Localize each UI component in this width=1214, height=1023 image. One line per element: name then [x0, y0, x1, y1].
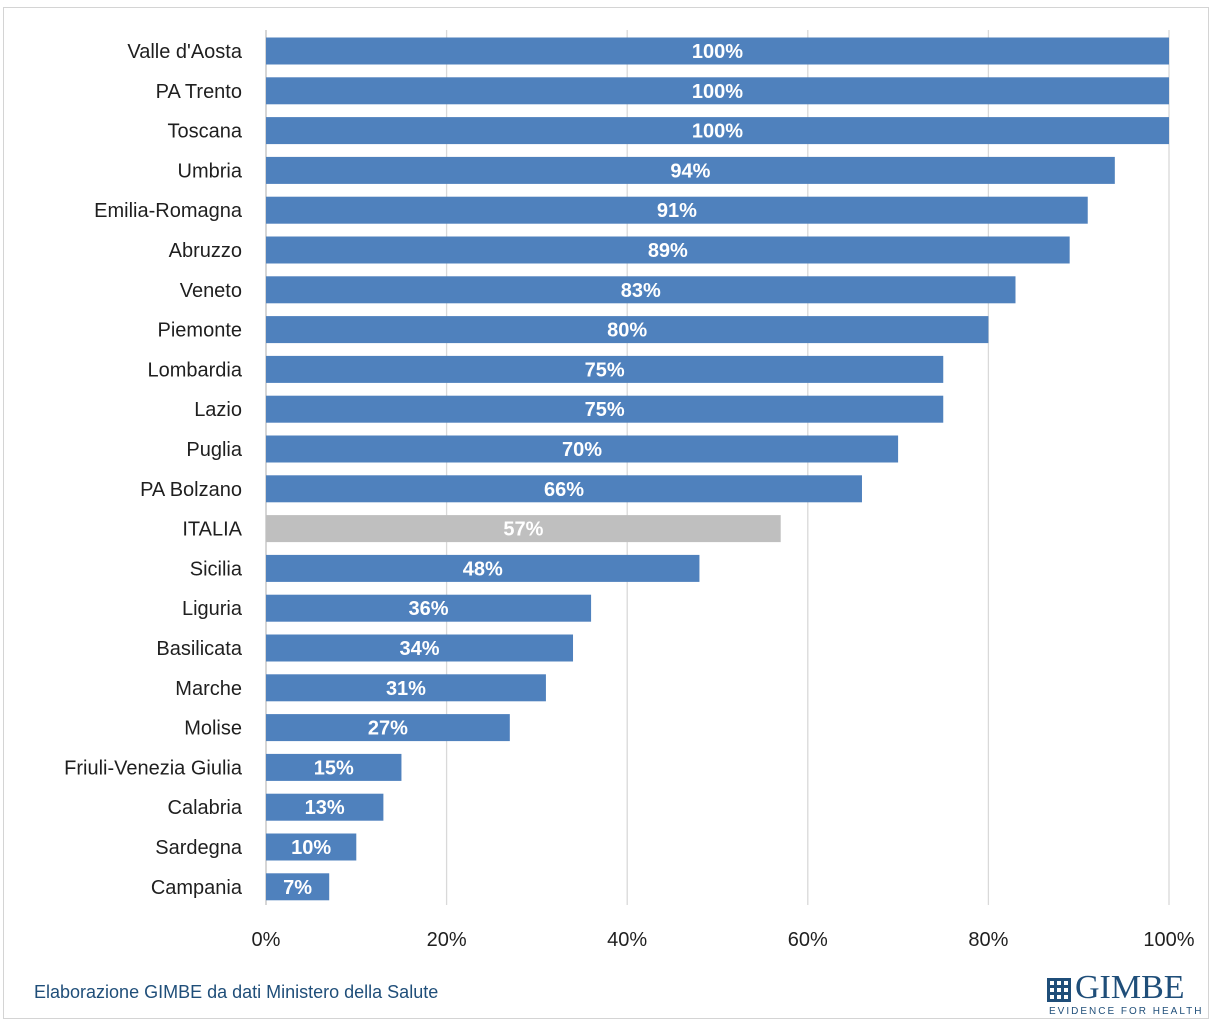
category-label: Umbria [178, 160, 243, 182]
category-label: Lombardia [147, 359, 242, 381]
bar-data-label: 57% [503, 519, 543, 541]
category-label: Marche [175, 678, 242, 700]
bar [266, 594, 592, 622]
category-label: Liguria [182, 598, 243, 620]
x-tick-label: 60% [788, 929, 828, 951]
bar [266, 753, 402, 781]
category-label: Puglia [186, 439, 242, 461]
bar [266, 793, 384, 821]
bar [266, 435, 899, 463]
grid-logo-icon [1047, 978, 1071, 1002]
category-label: Toscana [168, 121, 243, 143]
bar-data-label: 80% [607, 320, 647, 342]
x-tick-label: 100% [1143, 929, 1194, 951]
bar [266, 714, 510, 742]
bar-data-label: 94% [670, 160, 710, 182]
category-label: Piemonte [158, 320, 243, 342]
bar-data-label: 89% [648, 240, 688, 262]
bar-data-label: 91% [657, 200, 697, 222]
category-label: Abruzzo [169, 240, 242, 262]
category-label: Lazio [194, 399, 242, 421]
logo-wordmark: GIMBE [1075, 969, 1185, 1006]
category-label: Campania [151, 877, 243, 899]
bar-data-label: 48% [463, 558, 503, 580]
category-label: Sardegna [155, 837, 243, 859]
category-label: Basilicata [156, 638, 242, 660]
bar [266, 355, 944, 383]
source-note: Elaborazione GIMBE da dati Ministero del… [34, 982, 439, 1002]
category-label: Friuli-Venezia Giulia [64, 757, 243, 779]
bar [266, 117, 1169, 145]
bar [266, 196, 1088, 224]
category-label: Valle d'Aosta [127, 41, 243, 63]
category-label: PA Bolzano [140, 479, 242, 501]
bar-data-label: 75% [585, 399, 625, 421]
bar [266, 833, 357, 861]
bar-data-label: 100% [692, 121, 743, 143]
bar [266, 316, 989, 344]
category-label: Emilia-Romagna [94, 200, 243, 222]
bar-data-label: 83% [621, 280, 661, 302]
x-tick-label: 80% [968, 929, 1008, 951]
bar [266, 873, 330, 901]
bar [266, 554, 700, 582]
category-label: Calabria [168, 797, 243, 819]
bar-data-label: 31% [386, 678, 426, 700]
bar [266, 674, 546, 702]
category-label: ITALIA [182, 519, 242, 541]
gimbe-logo: GIMBE EVIDENCE FOR HEALTH [1045, 969, 1202, 1017]
bar-data-label: 7% [283, 877, 312, 899]
chart-frame [3, 7, 1209, 1019]
bar [266, 156, 1115, 184]
logo-tagline: EVIDENCE FOR HEALTH [1049, 1006, 1204, 1017]
bar-data-label: 66% [544, 479, 584, 501]
bar-data-label: 70% [562, 439, 602, 461]
bar-data-label: 100% [692, 41, 743, 63]
bar [266, 77, 1169, 105]
bar-data-label: 75% [585, 359, 625, 381]
x-tick-label: 40% [607, 929, 647, 951]
bar [266, 475, 862, 503]
bar-data-label: 13% [305, 797, 345, 819]
bar-data-label: 100% [692, 81, 743, 103]
category-label: Molise [184, 718, 242, 740]
bar-data-label: 15% [314, 757, 354, 779]
x-tick-label: 20% [427, 929, 467, 951]
x-tick-label: 0% [252, 929, 281, 951]
category-label: Veneto [180, 280, 242, 302]
x-tick-labels: 0% 20% 40% 60% 80% 100% [252, 929, 1195, 951]
bar [266, 236, 1070, 264]
bar-data-label: 34% [399, 638, 439, 660]
category-label: PA Trento [156, 81, 242, 103]
bars: 100% 100% 100% 94% 91% 89% 83% 80% 75% 75% 70% 66%5… [266, 37, 1169, 901]
category-labels: Valle d'Aosta PA Trento Toscana Umbria Emili… [64, 41, 243, 899]
bar-data-label: 36% [409, 598, 449, 620]
bar [266, 634, 574, 662]
bar [266, 37, 1169, 65]
category-label: Sicilia [190, 558, 243, 580]
bar [266, 395, 944, 423]
bar-data-label: 27% [368, 718, 408, 740]
bar [266, 515, 781, 543]
bar-data-label: 10% [291, 837, 331, 859]
bar [266, 276, 1016, 304]
